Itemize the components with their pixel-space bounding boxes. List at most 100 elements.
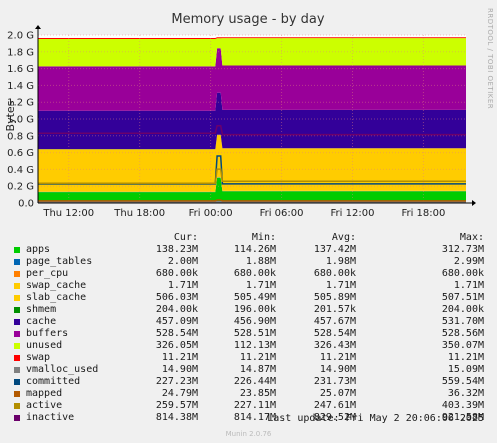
legend-swatch — [14, 295, 20, 301]
legend-max: 15.09M — [447, 364, 484, 375]
rrdtool-credit: RRDTOOL / TOBI OETIKER — [486, 8, 494, 109]
legend-min: 114.26M — [233, 244, 276, 255]
legend-label: shmem — [26, 304, 57, 315]
legend-header: Cur: Min: Avg: Max: — [0, 232, 497, 244]
legend-row-vmalloc_used: vmalloc_used 14.90M 14.87M 14.90M 15.09M — [0, 364, 497, 376]
legend-col-avg: Avg: — [331, 232, 356, 243]
legend-max: 559.54M — [441, 376, 484, 387]
legend-cur: 680.00k — [155, 268, 198, 279]
legend-row-mapped: mapped 24.79M 23.85M 25.07M 36.32M — [0, 388, 497, 400]
legend-max: 531.70M — [441, 316, 484, 327]
y-tick-label: 1.4 G — [7, 81, 34, 92]
legend-avg: 505.89M — [313, 292, 356, 303]
legend-avg: 829.52M — [313, 412, 356, 423]
y-tick-label: 1.8 G — [7, 47, 34, 58]
legend-min: 226.44M — [233, 376, 276, 387]
x-tick-label: Fri 00:00 — [189, 208, 233, 219]
legend-avg: 231.73M — [313, 376, 356, 387]
legend-row-buffers: buffers 528.54M 528.51M 528.54M 528.56M — [0, 328, 497, 340]
legend-label: committed — [26, 376, 81, 387]
legend-label: inactive — [26, 412, 75, 423]
x-tick-label: Thu 18:00 — [113, 208, 165, 219]
line-mapped — [38, 199, 466, 202]
line-active — [38, 168, 466, 185]
legend-row-cache: cache 457.09M 456.90M 457.67M 531.70M — [0, 316, 497, 328]
legend-max: 11.21M — [447, 352, 484, 363]
legend-max: 1.71M — [453, 280, 484, 291]
area-unused — [38, 38, 466, 67]
axes — [35, 25, 476, 206]
legend-cur: 457.09M — [155, 316, 198, 327]
legend-row-apps: apps 138.23M 114.26M 137.42M 312.73M — [0, 244, 497, 256]
x-tick-label: Thu 12:00 — [42, 208, 94, 219]
x-tick-label: Fri 18:00 — [401, 208, 445, 219]
legend-max: 204.00k — [441, 304, 484, 315]
legend-label: slab_cache — [26, 292, 87, 303]
legend-cur: 326.05M — [155, 340, 198, 351]
legend-min: 680.00k — [233, 268, 276, 279]
legend-row-shmem: shmem 204.00k 196.00k 201.57k 204.00k — [0, 304, 497, 316]
y-tick-label: 0.6 G — [7, 148, 34, 159]
legend-label: swap_cache — [26, 280, 87, 291]
legend-min: 1.88M — [245, 256, 276, 267]
legend-cur: 138.23M — [155, 244, 198, 255]
legend-avg: 457.67M — [313, 316, 356, 327]
legend-min: 112.13M — [233, 340, 276, 351]
legend-swatch — [14, 283, 20, 289]
legend-swatch — [14, 391, 20, 397]
y-tick-label: 0.2 G — [7, 182, 34, 193]
legend-max: 312.73M — [441, 244, 484, 255]
area-slab_cache — [38, 134, 466, 192]
area-apps — [38, 177, 466, 203]
legend-label: apps — [26, 244, 51, 255]
legend-label: buffers — [26, 328, 69, 339]
area-buffers — [38, 48, 466, 111]
legend-row-per_cpu: per_cpu 680.00k 680.00k 680.00k 680.00k — [0, 268, 497, 280]
legend-min: 505.49M — [233, 292, 276, 303]
y-axis-label: Bytes — [4, 100, 17, 131]
legend-row-swap_cache: swap_cache 1.71M 1.71M 1.71M 1.71M — [0, 280, 497, 292]
legend-avg: 25.07M — [319, 388, 356, 399]
y-tick-label: 2.0 G — [7, 31, 34, 42]
legend-avg: 1.71M — [325, 280, 356, 291]
legend-row-page_tables: page_tables 2.00M 1.88M 1.98M 2.99M — [0, 256, 497, 268]
legend-swatch — [14, 247, 20, 253]
legend-rows: apps 138.23M 114.26M 137.42M 312.73M page_tab… — [0, 244, 497, 424]
chart-title: Memory usage - by day — [171, 12, 324, 27]
legend-avg: 680.00k — [313, 268, 356, 279]
legend-avg: 1.98M — [325, 256, 356, 267]
y-tick-label: 0.4 G — [7, 165, 34, 176]
legend-cur: 506.03M — [155, 292, 198, 303]
munin-version: Munin 2.0.76 — [225, 430, 272, 438]
y-axis-arrow — [35, 25, 41, 29]
legend-max: 350.07M — [441, 340, 484, 351]
legend-cur: 814.38M — [155, 412, 198, 423]
legend-min: 528.51M — [233, 328, 276, 339]
legend-avg: 137.42M — [313, 244, 356, 255]
legend-label: cache — [26, 316, 57, 327]
legend-cur: 24.79M — [161, 388, 198, 399]
legend-label: page_tables — [26, 256, 93, 267]
x-tick-label: Fri 06:00 — [260, 208, 304, 219]
legend-avg: 11.21M — [319, 352, 356, 363]
legend-row-active: active 259.57M 227.11M 247.61M 403.39M — [0, 400, 497, 412]
legend-swatch — [14, 259, 20, 265]
y-axis-ticks: 0.0 0.2 G 0.4 G 0.6 G 0.8 G 1.0 G 1.2 G 1.4 G 1.… — [7, 31, 34, 210]
legend-min: 814.17M — [233, 412, 276, 423]
legend-swatch — [14, 379, 20, 385]
legend-cur: 14.90M — [161, 364, 198, 375]
legend-min: 1.71M — [245, 280, 276, 291]
legend-label: per_cpu — [26, 268, 69, 279]
legend-cur: 528.54M — [155, 328, 198, 339]
legend-swatch — [14, 355, 20, 361]
legend-row-inactive: inactive 814.38M 814.17M 829.52M 921.58M — [0, 412, 497, 424]
y-tick-label: 1.0 G — [7, 115, 34, 126]
gridlines — [38, 34, 466, 204]
legend-swatch — [14, 307, 20, 313]
legend-min: 196.00k — [233, 304, 276, 315]
chart: Memory usage - by day Bytes RRDTOOL / TO… — [4, 8, 494, 219]
legend-avg: 247.61M — [313, 400, 356, 411]
legend-row-committed: committed 227.23M 226.44M 231.73M 559.54M — [0, 376, 497, 388]
last-update: Last update: Fri May 2 20:06:06 2025 — [267, 413, 484, 424]
legend-swatch — [14, 343, 20, 349]
